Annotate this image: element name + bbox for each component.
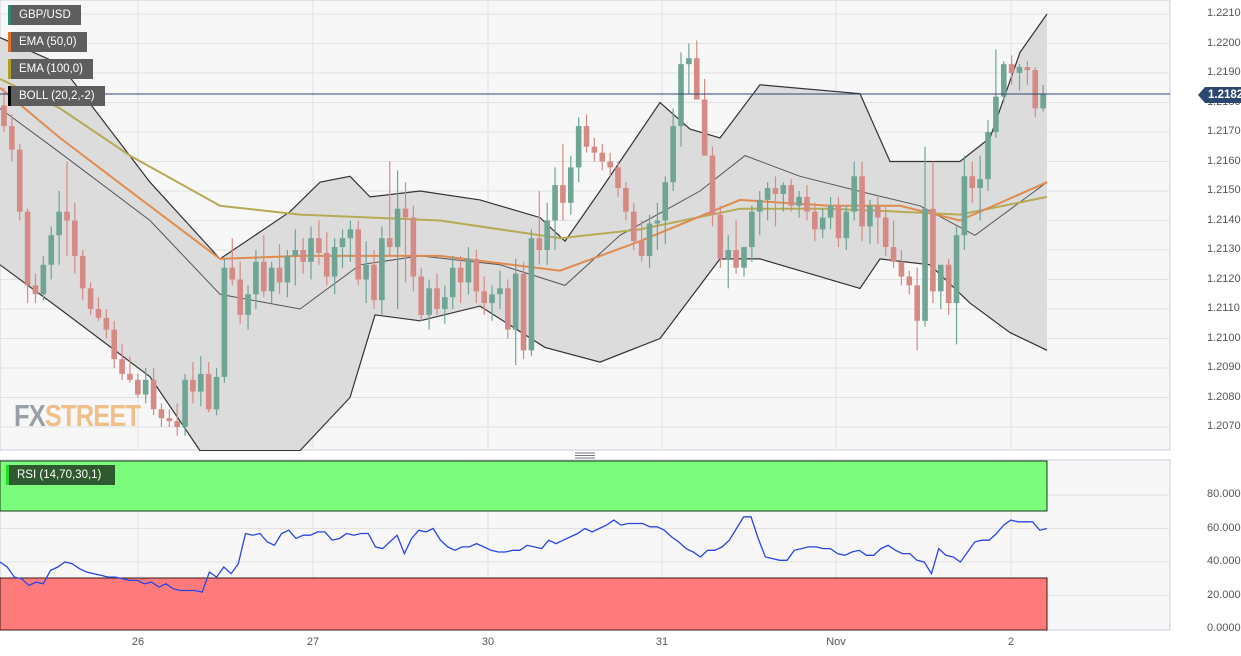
legend-symbol[interactable]: GBP/USD (8, 5, 81, 25)
time-axis-label: 31 (655, 636, 669, 648)
rsi-oversold-zone (0, 577, 1048, 631)
price-axis-label: 1.2210 (1207, 7, 1241, 19)
legend-ema-50[interactable]: EMA (50,0) (8, 32, 87, 52)
time-axis-label: 27 (306, 636, 320, 648)
rsi-axis-label: 80.0000 (1207, 488, 1241, 500)
price-axis-label: 1.2200 (1207, 36, 1241, 49)
rsi-axis-label: 20.0000 (1207, 588, 1241, 601)
price-axis-label: 1.2130 (1207, 243, 1241, 255)
panel-resize-handle[interactable] (575, 452, 595, 459)
price-axis-label: 1.2110 (1207, 302, 1240, 314)
rsi-axis-label: 40.0000 (1207, 555, 1241, 567)
fxstreet-logo: FXSTREET (14, 398, 141, 434)
price-axis-label: 1.2170 (1207, 125, 1241, 137)
bollinger-lower-line (0, 258, 1048, 452)
rsi-line (0, 516, 1048, 593)
logo-street: STREET (44, 398, 141, 433)
bollinger-middle-line (0, 107, 1048, 310)
price-axis-label: 1.2150 (1207, 184, 1241, 196)
ema-50-line (0, 87, 1048, 272)
rsi-axis-label: 0.0000 (1207, 622, 1241, 634)
price-axis-label: 1.2080 (1207, 390, 1241, 403)
time-axis-label: Nov (826, 636, 846, 648)
price-axis-label: 1.2120 (1207, 272, 1241, 285)
legend-ema-100[interactable]: EMA (100,0) (8, 59, 93, 79)
time-axis-label: 26 (131, 636, 145, 648)
candlestick-series (1, 40, 1046, 436)
legend-rsi[interactable]: RSI (14,70,30,1) (6, 465, 116, 485)
rsi-overbought-zone (0, 460, 1048, 512)
bollinger-upper-line (0, 13, 1048, 260)
legend-bollinger[interactable]: BOLL (20,2,-2) (8, 86, 105, 106)
price-axis-label: 1.2190 (1207, 66, 1241, 78)
price-axis-label: 1.2090 (1207, 361, 1241, 373)
price-axis-label: 1.2070 (1207, 420, 1241, 432)
price-axis-label: 1.2140 (1207, 213, 1241, 226)
time-axis-label: 2 (1007, 636, 1015, 648)
rsi-axis-label: 60.0000 (1207, 521, 1241, 534)
ema-100-line (0, 78, 1048, 240)
price-axis-label: 1.2100 (1207, 331, 1241, 344)
logo-fx: FX (14, 398, 46, 433)
price-axis-label: 1.2160 (1207, 154, 1241, 167)
time-axis-label: 30 (481, 636, 495, 648)
